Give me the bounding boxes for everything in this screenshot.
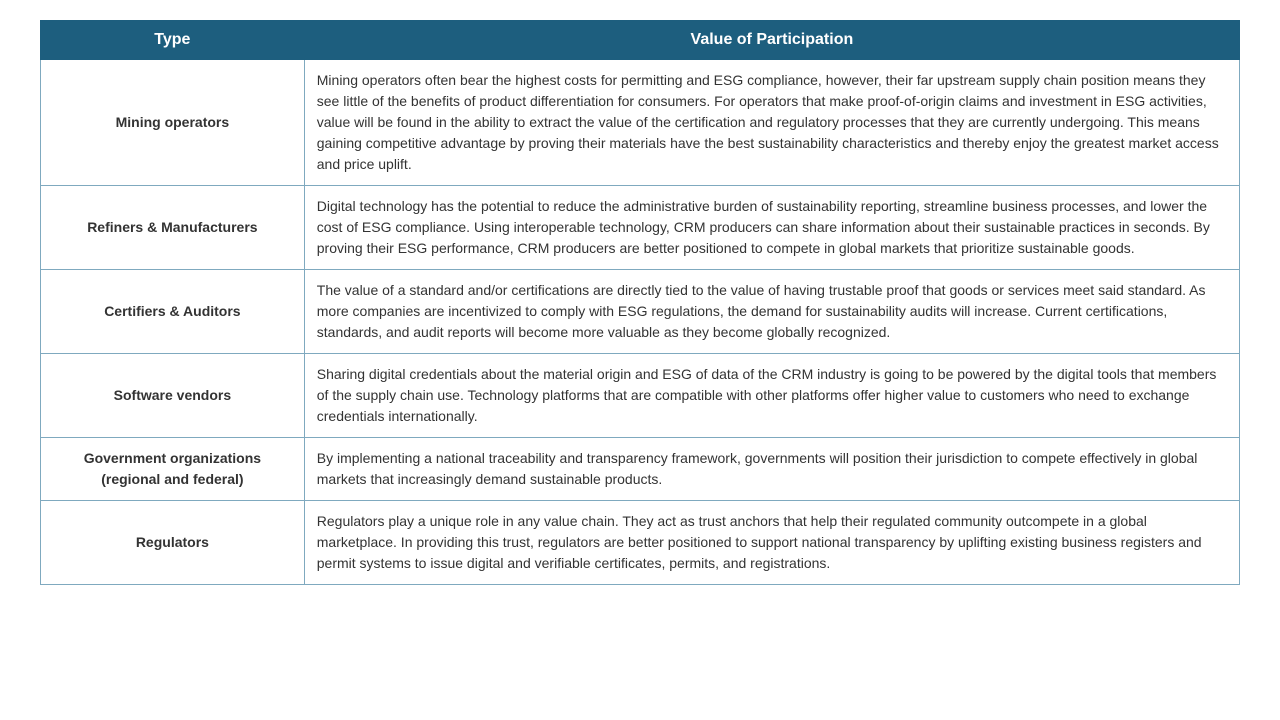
row-value-software-vendors: Sharing digital credentials about the ma… <box>304 354 1239 438</box>
row-value-refiners-manufacturers: Digital technology has the potential to … <box>304 186 1239 270</box>
column-header-type: Type <box>41 21 305 60</box>
table-row: Refiners & Manufacturers Digital technol… <box>41 186 1240 270</box>
row-type-refiners-manufacturers: Refiners & Manufacturers <box>41 186 305 270</box>
row-type-mining-operators: Mining operators <box>41 60 305 186</box>
table-row: Government organizations (regional and f… <box>41 438 1240 501</box>
row-type-government-organizations: Government organizations (regional and f… <box>41 438 305 501</box>
row-value-mining-operators: Mining operators often bear the highest … <box>304 60 1239 186</box>
table-row: Regulators Regulators play a unique role… <box>41 501 1240 585</box>
table-header-row: Type Value of Participation <box>41 21 1240 60</box>
participation-value-table: Type Value of Participation Mining opera… <box>40 20 1240 585</box>
row-value-certifiers-auditors: The value of a standard and/or certifica… <box>304 270 1239 354</box>
row-type-software-vendors: Software vendors <box>41 354 305 438</box>
table-row: Mining operators Mining operators often … <box>41 60 1240 186</box>
column-header-value: Value of Participation <box>304 21 1239 60</box>
row-value-government-organizations: By implementing a national traceability … <box>304 438 1239 501</box>
table-row: Software vendors Sharing digital credent… <box>41 354 1240 438</box>
row-type-regulators: Regulators <box>41 501 305 585</box>
row-value-regulators: Regulators play a unique role in any val… <box>304 501 1239 585</box>
row-type-certifiers-auditors: Certifiers & Auditors <box>41 270 305 354</box>
table-row: Certifiers & Auditors The value of a sta… <box>41 270 1240 354</box>
